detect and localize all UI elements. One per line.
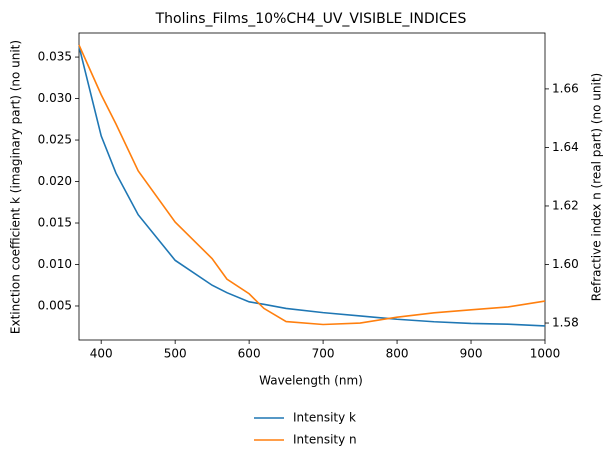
x-tick-label: 1000 <box>530 347 561 361</box>
y2-axis-label: Refractive index n (real part) (no unit) <box>590 73 604 301</box>
legend-label: Intensity n <box>293 433 357 447</box>
y-tick-label: 0.020 <box>38 174 72 188</box>
data-line <box>78 46 546 327</box>
y-tick-label: 0.010 <box>38 257 72 271</box>
x-tick-label: 700 <box>312 347 335 361</box>
y-tick-label: 0.005 <box>38 298 72 312</box>
y2-tick-label: 1.62 <box>552 198 579 212</box>
y-tick-label: 0.030 <box>38 91 72 105</box>
legend-label: Intensity k <box>293 411 356 425</box>
plot-frame <box>78 32 546 341</box>
y-tick-label: 0.035 <box>38 50 72 64</box>
y2-tick-label: 1.64 <box>552 140 579 154</box>
y2-tick-label: 1.66 <box>552 81 579 95</box>
x-tick-label: 500 <box>164 347 187 361</box>
x-tick-label: 900 <box>460 347 483 361</box>
y2-tick-label: 1.58 <box>552 316 579 330</box>
x-axis-label: Wavelength (nm) <box>259 374 363 388</box>
x-tick-label: 800 <box>386 347 409 361</box>
data-line <box>78 44 546 326</box>
y-axis-label: Extinction coefficient k (imaginary part… <box>9 40 23 334</box>
y-tick-label: 0.025 <box>38 133 72 147</box>
y2-tick-label: 1.60 <box>552 257 579 271</box>
x-tick-label: 400 <box>90 347 113 361</box>
y-tick-label: 0.015 <box>38 216 72 230</box>
x-tick-label: 600 <box>238 347 261 361</box>
chart-title: Tholins_Films_10%CH4_UV_VISIBLE_INDICES <box>155 11 467 27</box>
